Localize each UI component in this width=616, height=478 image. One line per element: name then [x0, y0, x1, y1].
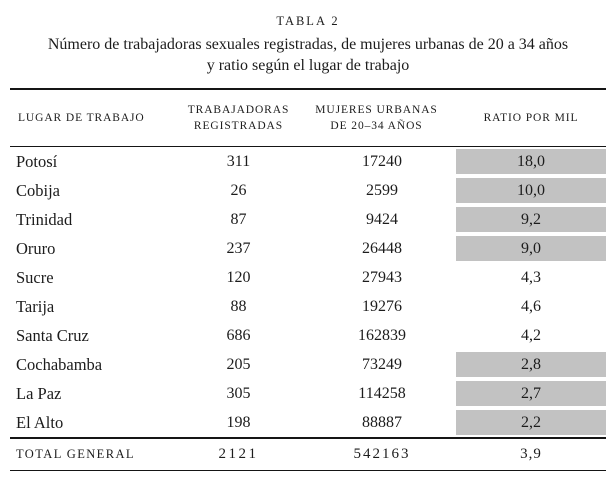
cell-mujeres: 114258 [358, 384, 406, 402]
cell-ratio: 2,7 [456, 379, 606, 408]
cell-lugar: Cobija [16, 180, 60, 200]
cell-registradas: 120 [226, 268, 251, 286]
cell-lugar: Santa Cruz [16, 325, 89, 345]
total-registradas: 2121 [180, 437, 297, 471]
cell-mujeres: 27943 [362, 268, 402, 286]
cell-ratio: 2,8 [456, 350, 606, 379]
data-table: LUGAR DE TRABAJO TRABAJADORAS REGISTRADA… [10, 88, 606, 471]
cell-ratio: 4,6 [521, 297, 541, 315]
cell-mujeres: 73249 [362, 355, 402, 373]
total-ratio: 3,9 [456, 437, 606, 471]
cell-mujeres: 19276 [362, 297, 402, 315]
cell-mujeres: 9424 [366, 210, 398, 228]
cell-mujeres: 88887 [362, 413, 402, 431]
header-row: LUGAR DE TRABAJO TRABAJADORAS REGISTRADA… [10, 89, 606, 147]
table-row: Cochabamba 205 73249 2,8 [10, 350, 606, 379]
cell-lugar: Oruro [16, 238, 56, 258]
cell-ratio: 18,0 [456, 147, 606, 177]
table-caption: TABLA 2 Número de trabajadoras sexuales … [0, 0, 616, 76]
table-row: Trinidad 87 9424 9,2 [10, 205, 606, 234]
cell-ratio: 9,0 [456, 234, 606, 263]
col-header-lugar-de-trabajo: LUGAR DE TRABAJO [10, 89, 180, 147]
total-label: TOTAL GENERAL [10, 437, 180, 471]
total-mujeres: 542163 [297, 437, 456, 471]
table-row: Cobija 26 2599 10,0 [10, 176, 606, 205]
cell-mujeres: 162839 [358, 326, 406, 344]
col-header-ratio-por-mil: RATIO POR MIL [456, 89, 606, 147]
cell-registradas: 305 [226, 384, 251, 402]
cell-ratio: 4,3 [521, 268, 541, 286]
cell-lugar: Sucre [16, 267, 54, 287]
table-row: Potosí 311 17240 18,0 [10, 147, 606, 177]
cell-ratio: 4,2 [521, 326, 541, 344]
table-row: El Alto 198 88887 2,2 [10, 408, 606, 438]
cell-ratio: 9,2 [456, 205, 606, 234]
cell-lugar: Trinidad [16, 209, 73, 229]
cell-registradas: 205 [226, 355, 251, 373]
cell-ratio: 2,2 [456, 408, 606, 438]
cell-lugar: El Alto [16, 412, 64, 432]
cell-registradas: 26 [230, 181, 247, 199]
total-row: TOTAL GENERAL 2121 542163 3,9 [10, 437, 606, 471]
cell-ratio: 10,0 [456, 176, 606, 205]
cell-lugar: Potosí [16, 151, 58, 171]
table-title-line1: Número de trabajadoras sexuales registra… [47, 36, 569, 53]
cell-registradas: 311 [226, 152, 251, 170]
table-row: Sucre 120 27943 4,3 [10, 263, 606, 292]
cell-registradas: 198 [226, 413, 251, 431]
col-header-trabajadoras-registradas: TRABAJADORAS REGISTRADAS [180, 89, 297, 147]
table-row: La Paz 305 114258 2,7 [10, 379, 606, 408]
cell-mujeres: 2599 [366, 181, 398, 199]
cell-registradas: 87 [230, 210, 247, 228]
cell-mujeres: 17240 [362, 152, 402, 170]
cell-lugar: Cochabamba [16, 354, 103, 374]
cell-mujeres: 26448 [362, 239, 402, 257]
col-header-mujeres-urbanas: MUJERES URBANAS DE 20–34 AÑOS [297, 89, 456, 147]
cell-registradas: 686 [226, 326, 251, 344]
table-row: Oruro 237 26448 9,0 [10, 234, 606, 263]
cell-registradas: 237 [226, 239, 251, 257]
cell-lugar: La Paz [16, 383, 62, 403]
cell-lugar: Tarija [16, 296, 55, 316]
table-title-line2: y ratio según el lugar de trabajo [206, 57, 410, 74]
cell-registradas: 88 [230, 297, 247, 315]
table-number-label: TABLA 2 [276, 14, 340, 28]
table-row: Tarija 88 19276 4,6 [10, 292, 606, 321]
table-row: Santa Cruz 686 162839 4,2 [10, 321, 606, 350]
